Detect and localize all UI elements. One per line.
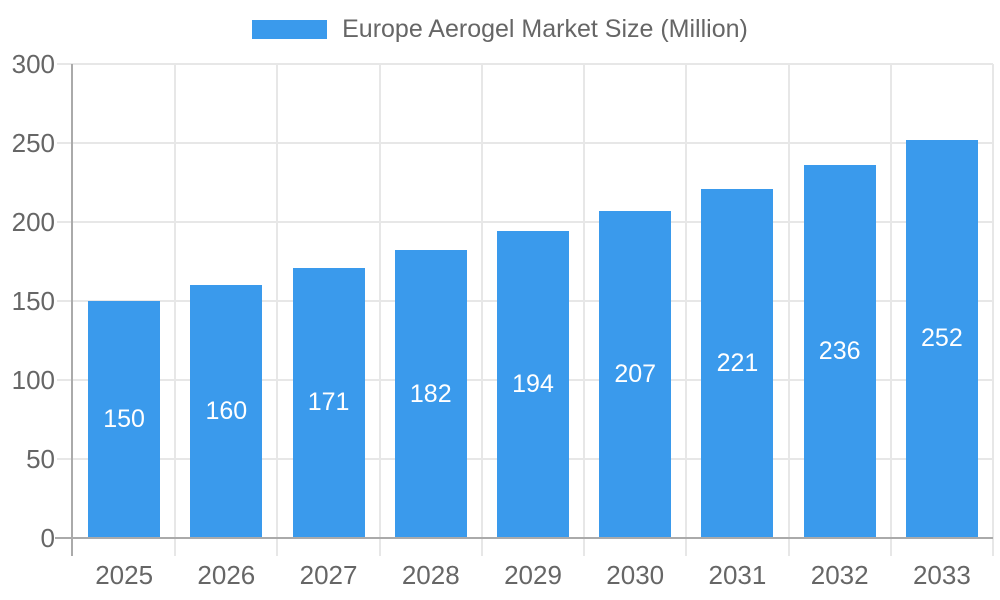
legend-swatch [252, 20, 328, 39]
gridline-vertical [787, 64, 790, 538]
y-axis-line [71, 64, 73, 556]
bar-2033[interactable]: 252 [905, 139, 978, 538]
y-axis-label: 300 [11, 49, 55, 79]
y-axis-tick [57, 63, 73, 65]
x-axis-line [55, 537, 993, 539]
bar-2030[interactable]: 207 [599, 210, 672, 538]
legend-label: Europe Aerogel Market Size (Million) [342, 15, 748, 43]
x-axis-tick [992, 538, 994, 556]
bar-2032[interactable]: 236 [803, 165, 876, 538]
y-axis-label: 150 [11, 286, 55, 316]
x-axis-label: 2025 [95, 560, 154, 590]
bar-value-label: 207 [614, 359, 657, 388]
bar-2028[interactable]: 182 [394, 250, 467, 538]
y-axis-tick [57, 221, 73, 223]
y-axis-tick [57, 142, 73, 144]
bar-2029[interactable]: 194 [497, 231, 569, 538]
gridline-vertical [480, 64, 483, 538]
x-axis-label: 2026 [197, 560, 256, 590]
gridline-horizontal [73, 142, 993, 144]
legend-item[interactable]: Europe Aerogel Market Size (Million) [0, 15, 1000, 44]
bar-2031[interactable]: 221 [701, 188, 774, 538]
x-axis-tick [378, 538, 381, 556]
bar-value-label: 236 [818, 337, 861, 366]
gridline-vertical [174, 64, 177, 538]
gridline-vertical [685, 64, 688, 538]
y-axis-label: 100 [11, 365, 55, 395]
x-axis-label: 2029 [504, 560, 562, 590]
x-axis-label: 2028 [401, 560, 460, 590]
y-axis-tick [57, 379, 73, 381]
bar-value-label: 160 [205, 397, 248, 426]
y-axis-tick [57, 458, 73, 460]
x-axis-tick [276, 538, 279, 556]
x-axis-label: 2027 [299, 560, 358, 590]
x-axis-label: 2033 [912, 560, 971, 590]
x-axis-label: 2030 [606, 560, 665, 590]
y-axis-label: 0 [40, 523, 55, 553]
bar-value-label: 150 [103, 405, 145, 433]
y-axis-label: 200 [11, 207, 55, 237]
bar-2027[interactable]: 171 [292, 267, 365, 538]
gridline-vertical [583, 64, 586, 538]
x-axis-tick [480, 538, 483, 556]
y-axis-tick [57, 300, 73, 302]
gridline-vertical [276, 64, 279, 538]
gridline-horizontal [73, 63, 993, 65]
bar-value-label: 171 [307, 388, 350, 417]
gridline-horizontal [73, 221, 993, 223]
x-axis-tick [889, 538, 892, 556]
bar-value-label: 252 [921, 324, 963, 353]
gridline-vertical [378, 64, 381, 538]
x-axis-label: 2031 [708, 560, 767, 590]
bar-2026[interactable]: 160 [190, 285, 263, 538]
gridline-vertical [889, 64, 892, 538]
x-axis-label: 2032 [810, 560, 869, 590]
y-axis-label: 50 [26, 444, 55, 474]
x-axis-tick [174, 538, 177, 556]
x-axis-tick [685, 538, 688, 556]
x-axis-tick [787, 538, 790, 556]
bar-value-label: 182 [409, 379, 452, 408]
x-axis-tick [583, 538, 586, 556]
bar-value-label: 194 [512, 370, 554, 399]
y-axis-label: 250 [11, 128, 55, 158]
gridline-vertical [992, 64, 994, 538]
bar-value-label: 221 [716, 348, 759, 377]
bar-2025[interactable]: 150 [88, 301, 161, 538]
